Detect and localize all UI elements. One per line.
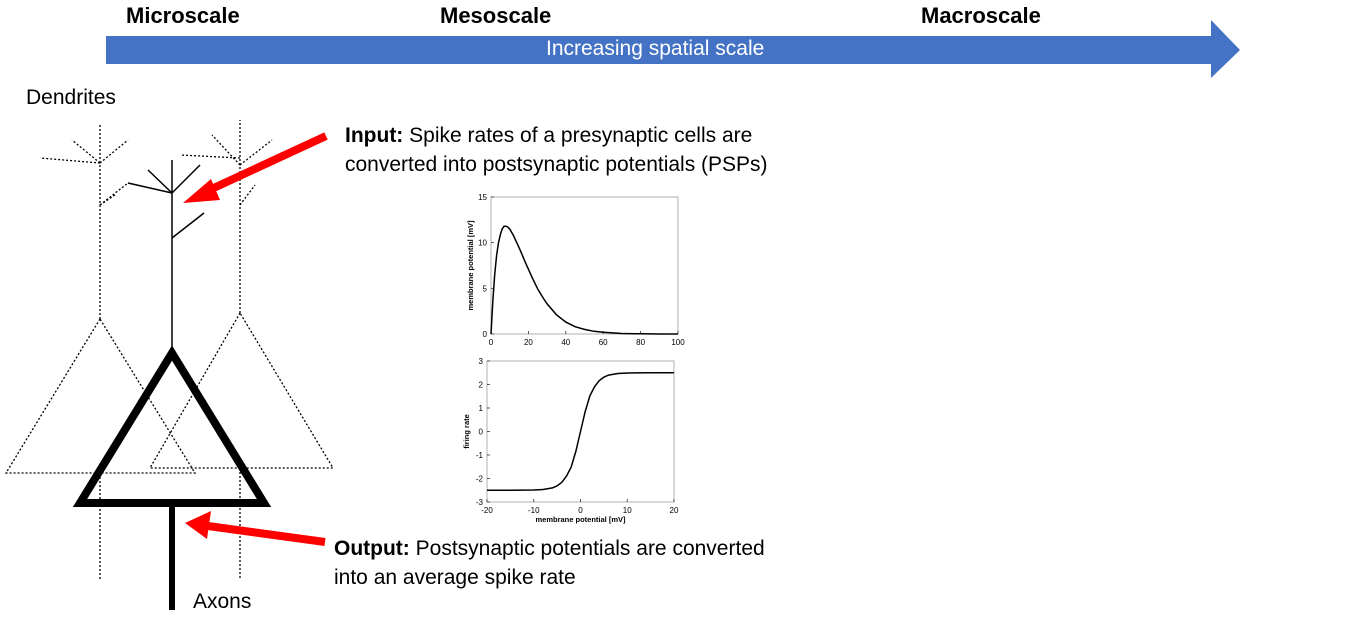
background-neuron-right (148, 120, 335, 580)
output-pointer-arrow (185, 511, 326, 546)
macroscale-label: Macroscale (921, 3, 1041, 28)
psp-kernel-chart: 0 20 40 60 80 100 0 5 10 15 membrane potential [mV… (466, 193, 685, 347)
y-axis-label: firing rate (462, 414, 471, 449)
y-tick-label: 2 (479, 381, 484, 390)
microscale-label: Microscale (126, 3, 240, 28)
background-neuron-left (4, 125, 197, 580)
series-line (487, 372, 674, 492)
dendrites-label: Dendrites (26, 86, 116, 109)
input-description: Input: Spike rates of a presynaptic cell… (345, 121, 768, 179)
y-tick-label: 3 (479, 357, 484, 366)
y-tick-label: 0 (483, 330, 488, 339)
spatial-scale-arrow-label: Increasing spatial scale (546, 37, 765, 60)
y-tick-label: 0 (479, 428, 484, 437)
input-pointer-arrow (183, 132, 328, 203)
output-description: Output: Postsynaptic potentials are conv… (334, 534, 765, 592)
x-tick-label: 10 (623, 506, 632, 515)
input-title: Input: (345, 124, 404, 147)
mesoscale-label: Mesoscale (440, 3, 552, 28)
y-tick-label: 5 (483, 284, 488, 293)
x-tick-label: 20 (524, 338, 533, 347)
input-line-1: Spike rates of a presynaptic cells are (409, 124, 753, 147)
x-tick-label: 80 (636, 338, 645, 347)
x-axis-label: membrane potential [mV] (535, 515, 626, 524)
y-axis-label: membrane potential [mV] (466, 220, 475, 311)
y-tick-label: 15 (478, 193, 487, 202)
input-line-2: converted into postsynaptic potentials (… (345, 153, 768, 176)
spatial-scale-arrow (106, 20, 1240, 78)
y-tick-label: -3 (476, 498, 484, 507)
y-tick-label: 10 (478, 239, 487, 248)
x-tick-label: 100 (671, 338, 685, 347)
x-tick-label: -20 (481, 506, 493, 515)
x-tick-label: 60 (599, 338, 608, 347)
main-neuron (72, 160, 272, 610)
y-tick-label: -2 (476, 475, 484, 484)
output-line-1: Postsynaptic potentials are converted (415, 537, 765, 560)
x-tick-label: 40 (561, 338, 570, 347)
output-title: Output: (334, 537, 410, 560)
output-line-2: into an average spike rate (334, 566, 576, 589)
series-line (490, 225, 678, 335)
y-tick-label: -1 (476, 451, 484, 460)
plot-area (490, 196, 679, 335)
y-tick-label: 1 (479, 404, 484, 413)
x-tick-label: 20 (670, 506, 679, 515)
x-tick-label: -10 (528, 506, 540, 515)
axons-label: Axons (193, 590, 252, 613)
x-tick-label: 0 (489, 338, 494, 347)
x-tick-label: 0 (578, 506, 583, 515)
